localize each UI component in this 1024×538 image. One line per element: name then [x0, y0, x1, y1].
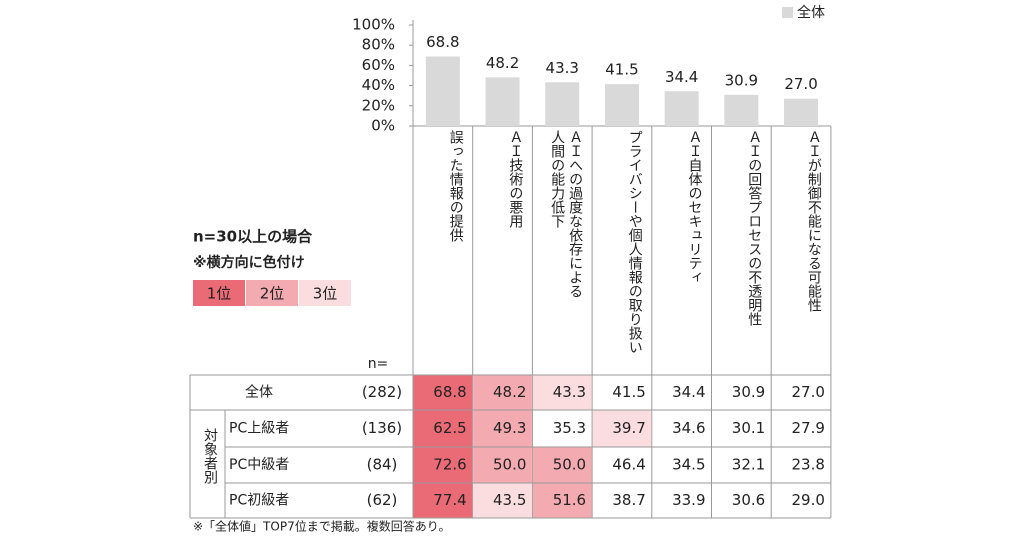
row-n: (282)	[362, 383, 402, 401]
rank-swatch	[299, 280, 351, 306]
row-name: PC中級者	[229, 457, 289, 473]
cell-value: 38.7	[612, 491, 645, 509]
cell-value: 27.9	[791, 419, 824, 437]
rank-highlight	[592, 410, 652, 447]
cell-value: 39.7	[612, 419, 645, 437]
bar	[425, 56, 460, 126]
row-name: PC上級者	[229, 421, 289, 437]
cell-value: 34.6	[672, 419, 705, 437]
rank-highlight	[473, 375, 532, 410]
rank-highlight	[413, 375, 473, 410]
cell-value: 32.1	[732, 456, 765, 474]
category-label-box: ＡＩへの過度な依存による 人間の能力低下	[549, 130, 584, 298]
cell-value: 30.1	[732, 419, 765, 437]
cell-value: 34.5	[672, 456, 705, 474]
rank-swatch	[193, 280, 245, 306]
row-n: (136)	[362, 419, 402, 437]
row-n: (62)	[367, 491, 398, 509]
ranking-legend-title: n=30以上の場合	[193, 228, 313, 246]
group-label: 対象者別	[202, 428, 218, 484]
cell-value: 72.6	[433, 456, 466, 474]
rank-swatch	[246, 280, 298, 306]
row-name: 全体	[245, 384, 273, 401]
rank-highlight	[413, 410, 473, 447]
y-tick-label: 100%	[352, 16, 395, 34]
cell-value: 41.5	[612, 383, 645, 401]
cell-value: 34.4	[672, 383, 705, 401]
bar	[545, 82, 580, 126]
bar	[784, 98, 819, 126]
cell-value: 33.9	[672, 491, 705, 509]
category-label-box: ＡＩが制御不能になる可能性	[805, 130, 822, 312]
bar	[664, 91, 699, 126]
rank-highlight	[473, 410, 532, 447]
cell-value: 23.8	[791, 456, 824, 474]
cell-value: 43.5	[493, 491, 526, 509]
bar	[604, 84, 639, 126]
footnote: ※「全体値」TOP7位まで掲載。複数回答あり。	[193, 519, 450, 534]
row-name: PC初級者	[229, 492, 289, 509]
cell-value: 48.2	[493, 383, 526, 401]
rank-highlight	[413, 483, 473, 518]
y-tick-label: 20%	[362, 96, 395, 114]
value-label: 30.9	[725, 71, 758, 89]
bar	[724, 94, 759, 126]
category-label-box: ＡＩ自体のセキュリティ	[686, 130, 703, 284]
category-label: プライバシーや個人情報の取り扱い	[626, 130, 643, 354]
row-n: (84)	[367, 456, 398, 474]
cell-value: 77.4	[433, 491, 466, 509]
bar	[485, 77, 520, 126]
rank-highlight	[532, 447, 592, 483]
rank-highlight	[473, 483, 532, 518]
category-label: ＡＩ技術の悪用	[507, 130, 524, 228]
category-label: ＡＩへの過度な依存による 人間の能力低下	[549, 130, 584, 298]
group-label-box: 対象者別	[202, 428, 218, 484]
cell-value: 30.9	[732, 383, 765, 401]
rank-label: 2位	[260, 285, 285, 303]
cell-value: 43.3	[553, 383, 586, 401]
cell-value: 50.0	[553, 456, 586, 474]
cell-value: 49.3	[493, 419, 526, 437]
rank-highlight	[473, 447, 532, 483]
cell-value: 35.3	[553, 419, 586, 437]
rank-label: 1位	[207, 285, 232, 303]
rank-highlight	[532, 375, 592, 410]
cell-value: 62.5	[433, 419, 466, 437]
category-label: ＡＩの回答プロセスの不透明性	[746, 130, 763, 326]
value-label: 34.4	[665, 68, 698, 86]
category-label: ＡＩが制御不能になる可能性	[805, 130, 822, 312]
category-label: ＡＩ自体のセキュリティ	[686, 130, 703, 284]
category-label-box: ＡＩ技術の悪用	[507, 130, 524, 228]
value-label: 48.2	[486, 54, 519, 72]
value-label: 43.3	[546, 59, 579, 77]
ranking-legend-note: ※横方向に色付け	[193, 254, 305, 271]
value-label: 27.0	[784, 75, 817, 93]
rank-highlight	[532, 483, 592, 518]
y-tick-label: 80%	[362, 36, 395, 54]
cell-value: 51.6	[553, 491, 586, 509]
cell-value: 50.0	[493, 456, 526, 474]
y-tick-label: 0%	[371, 117, 395, 135]
cell-value: 46.4	[612, 456, 645, 474]
cell-value: 68.8	[433, 383, 466, 401]
cell-value: 29.0	[791, 491, 824, 509]
value-label: 68.8	[426, 33, 459, 51]
category-label-box: プライバシーや個人情報の取り扱い	[626, 130, 643, 354]
category-label-box: 誤った情報の提供	[447, 130, 464, 242]
value-label: 41.5	[605, 61, 638, 79]
category-label: 誤った情報の提供	[447, 130, 464, 242]
y-tick-label: 60%	[362, 56, 395, 74]
n-header: n=	[368, 356, 389, 372]
y-tick-label: 40%	[362, 76, 395, 94]
legend-label: 全体	[797, 4, 825, 21]
rank-label: 3位	[313, 285, 338, 303]
rank-highlight	[413, 447, 473, 483]
legend-swatch	[782, 7, 793, 18]
category-label-box: ＡＩの回答プロセスの不透明性	[746, 130, 763, 326]
cell-value: 30.6	[732, 491, 765, 509]
cell-value: 27.0	[791, 383, 824, 401]
